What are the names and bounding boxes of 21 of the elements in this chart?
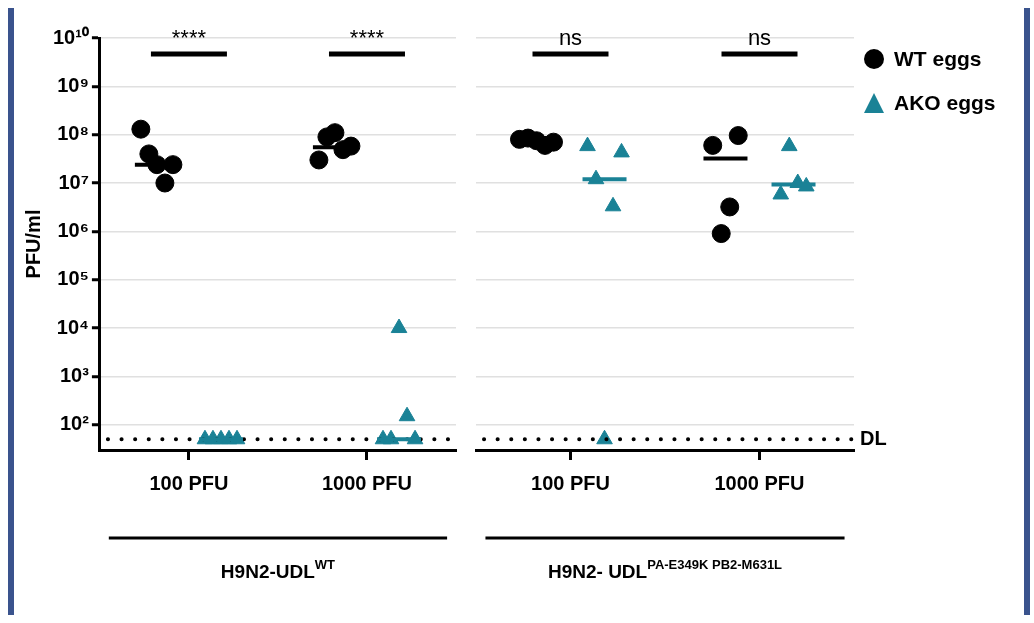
annotation: ns (747, 25, 772, 51)
y-tick-label: 10⁴ (56, 315, 89, 338)
legend-label: AKO eggs (894, 91, 996, 115)
x-tick-label: 100 PFU (531, 471, 610, 494)
y-axis-title: PFU/ml (21, 209, 44, 279)
y-tick-label: 10⁹ (57, 73, 89, 96)
y-tick-label: 10⁶ (57, 218, 89, 241)
y-tick-label: 10² (60, 412, 90, 435)
annotation: **** (171, 25, 207, 51)
y-tick-label: 10⁷ (58, 170, 89, 193)
y-tick-label: 10¹⁰ (53, 25, 89, 48)
y-tick-label: 10³ (60, 363, 90, 386)
annotation: ns (558, 25, 583, 51)
y-tick-label: 10⁸ (57, 122, 89, 145)
x-tick-label: 1000 PFU (321, 471, 413, 494)
x-tick-label: 1000 PFU (714, 471, 805, 494)
legend-label: WT eggs (894, 47, 982, 71)
annotation: **** (349, 25, 385, 51)
x-tick-label: 100 PFU (149, 471, 229, 494)
y-tick-label: 10⁵ (57, 267, 89, 290)
ref-line-label: DL (860, 426, 887, 449)
